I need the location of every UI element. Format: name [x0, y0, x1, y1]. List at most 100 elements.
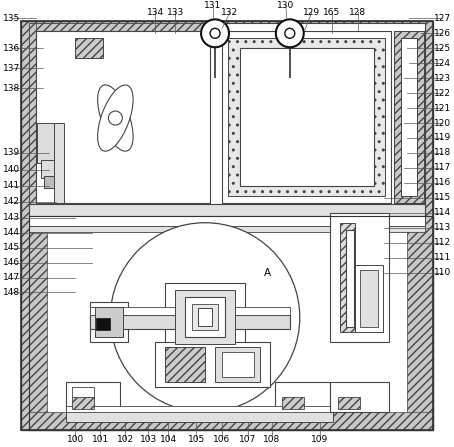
Text: 135: 135	[3, 14, 20, 23]
Text: 112: 112	[434, 238, 451, 247]
Text: 122: 122	[434, 89, 451, 97]
Bar	[192, 304, 218, 330]
Text: 119: 119	[434, 134, 451, 143]
Bar	[29, 204, 425, 216]
Text: 101: 101	[92, 434, 109, 443]
Bar	[215, 347, 260, 382]
Text: 107: 107	[239, 434, 257, 443]
Text: 134: 134	[147, 8, 164, 17]
Bar	[395, 31, 424, 203]
Text: 125: 125	[434, 44, 451, 53]
Text: 139: 139	[3, 148, 20, 157]
Text: 133: 133	[167, 8, 184, 17]
Bar	[75, 38, 104, 58]
Bar	[355, 265, 383, 333]
Circle shape	[276, 19, 304, 47]
Bar	[395, 31, 424, 203]
Circle shape	[210, 28, 220, 38]
Text: 100: 100	[67, 434, 84, 443]
Text: A: A	[264, 268, 271, 278]
Text: 129: 129	[303, 8, 320, 17]
Bar	[198, 308, 212, 326]
Bar	[29, 240, 425, 422]
Bar	[35, 31, 210, 203]
Bar	[29, 226, 425, 232]
Bar	[330, 382, 390, 412]
Bar	[29, 23, 35, 211]
Bar	[395, 31, 424, 203]
Text: 105: 105	[188, 434, 205, 443]
Text: 138: 138	[3, 84, 20, 93]
Text: 141: 141	[3, 181, 20, 190]
Text: 144: 144	[3, 228, 20, 237]
Circle shape	[201, 19, 229, 47]
Bar	[222, 31, 391, 203]
Text: 137: 137	[3, 64, 20, 73]
Bar	[222, 352, 254, 377]
Text: 131: 131	[204, 1, 222, 10]
Text: 140: 140	[3, 165, 20, 174]
Text: 147: 147	[3, 273, 20, 282]
Text: 127: 127	[434, 14, 451, 23]
Bar	[90, 303, 128, 342]
Bar	[407, 216, 433, 430]
Bar	[282, 397, 304, 409]
Bar	[40, 160, 59, 178]
Bar	[338, 397, 360, 409]
Bar	[90, 308, 290, 316]
Bar	[29, 23, 425, 211]
Bar	[73, 397, 94, 409]
Text: 111: 111	[434, 253, 451, 262]
Text: 113: 113	[434, 223, 451, 232]
Bar	[65, 410, 333, 422]
Ellipse shape	[109, 111, 122, 125]
Text: 132: 132	[222, 8, 238, 17]
Text: 118: 118	[434, 148, 451, 157]
Text: 116: 116	[434, 178, 451, 187]
Circle shape	[285, 28, 295, 38]
Bar	[345, 230, 354, 327]
Bar	[340, 223, 355, 333]
Text: 106: 106	[213, 434, 231, 443]
Bar	[54, 123, 64, 203]
Text: 108: 108	[263, 434, 281, 443]
Text: 142: 142	[3, 197, 20, 206]
Bar	[35, 23, 210, 39]
Bar	[90, 316, 290, 329]
Bar	[73, 387, 94, 397]
Bar	[240, 48, 374, 186]
Text: 104: 104	[160, 434, 177, 443]
Text: 109: 109	[311, 434, 328, 443]
Text: 115: 115	[434, 193, 451, 202]
Bar	[29, 216, 47, 430]
Bar	[29, 216, 425, 226]
Text: 123: 123	[434, 74, 451, 83]
Bar	[330, 213, 390, 342]
Bar	[165, 347, 205, 382]
Text: 148: 148	[3, 288, 20, 297]
Bar	[185, 297, 225, 337]
Text: 165: 165	[323, 8, 340, 17]
Bar	[401, 38, 417, 196]
Bar	[175, 291, 235, 344]
Bar	[155, 342, 270, 387]
Bar	[401, 38, 417, 196]
Bar	[29, 412, 433, 430]
Bar	[65, 382, 120, 412]
Text: 143: 143	[3, 213, 20, 222]
Text: 136: 136	[3, 44, 20, 53]
Bar	[360, 270, 378, 327]
Text: 130: 130	[277, 1, 295, 10]
Bar	[275, 382, 330, 412]
Bar	[29, 216, 433, 430]
Text: 120: 120	[434, 118, 451, 127]
Ellipse shape	[98, 85, 133, 151]
Text: 126: 126	[434, 29, 451, 38]
Text: 121: 121	[434, 104, 451, 113]
Ellipse shape	[98, 85, 133, 151]
Text: 110: 110	[434, 268, 451, 277]
Bar	[65, 406, 333, 412]
Text: 128: 128	[349, 8, 366, 17]
Bar	[228, 38, 385, 196]
Bar	[165, 283, 245, 352]
